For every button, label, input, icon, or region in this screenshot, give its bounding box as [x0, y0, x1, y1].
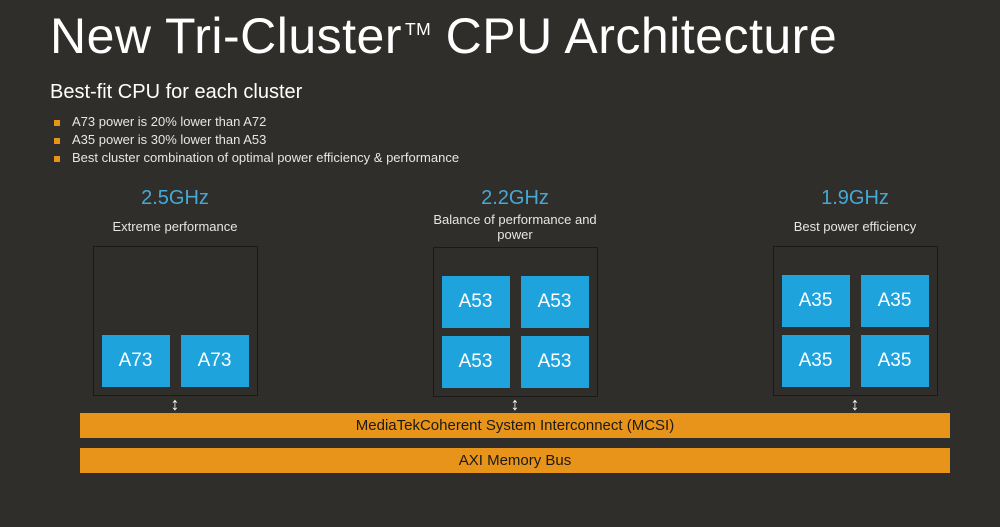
bullet-item: A73 power is 20% lower than A72	[54, 114, 950, 129]
cpu-core: A73	[181, 335, 249, 387]
cluster-box: A53 A53 A53 A53	[433, 247, 598, 397]
interconnect-bar-mcsi: MediaTekCoherent System Interconnect (MC…	[80, 413, 950, 438]
cpu-core: A53	[442, 336, 510, 388]
cluster-extreme: 2.5GHz Extreme performance A73 A73	[80, 187, 270, 397]
arrow-row: ↕ ↕ ↕	[80, 395, 950, 413]
title-main: New Tri-Cluster	[50, 8, 402, 64]
cluster-desc: Extreme performance	[113, 212, 238, 242]
interconnect-bar-axi: AXI Memory Bus	[80, 448, 950, 473]
cpu-core: A53	[521, 276, 589, 328]
cluster-desc: Balance of performance and power	[420, 212, 610, 243]
bullet-item: A35 power is 30% lower than A53	[54, 132, 950, 147]
cluster-freq: 1.9GHz	[821, 187, 889, 210]
cluster-balance: 2.2GHz Balance of performance and power …	[420, 187, 610, 397]
title-rest: CPU Architecture	[431, 8, 837, 64]
cpu-core: A35	[861, 275, 929, 327]
cluster-box: A35 A35 A35 A35	[773, 246, 938, 396]
arrow-icon: ↕	[420, 395, 610, 413]
clusters-row: 2.5GHz Extreme performance A73 A73 2.2GH…	[80, 187, 950, 397]
subtitle: Best-fit CPU for each cluster	[50, 81, 950, 104]
cpu-core: A35	[861, 335, 929, 387]
arrow-icon: ↕	[760, 395, 950, 413]
slide-root: New Tri-ClusterTM CPU Architecture Best-…	[0, 0, 1000, 527]
bullet-item: Best cluster combination of optimal powe…	[54, 150, 950, 165]
cpu-core: A35	[782, 275, 850, 327]
arrow-icon: ↕	[80, 395, 270, 413]
cluster-box: A73 A73	[93, 246, 258, 396]
cluster-freq: 2.5GHz	[141, 187, 209, 210]
cpu-core: A53	[521, 336, 589, 388]
bullet-list: A73 power is 20% lower than A72 A35 powe…	[54, 114, 950, 165]
slide-title: New Tri-ClusterTM CPU Architecture	[50, 10, 950, 63]
cluster-efficiency: 1.9GHz Best power efficiency A35 A35 A35…	[760, 187, 950, 397]
cpu-core: A53	[442, 276, 510, 328]
cpu-core: A73	[102, 335, 170, 387]
cluster-freq: 2.2GHz	[481, 187, 549, 210]
cpu-core: A35	[782, 335, 850, 387]
cluster-desc: Best power efficiency	[794, 212, 917, 242]
title-tm: TM	[405, 19, 431, 39]
